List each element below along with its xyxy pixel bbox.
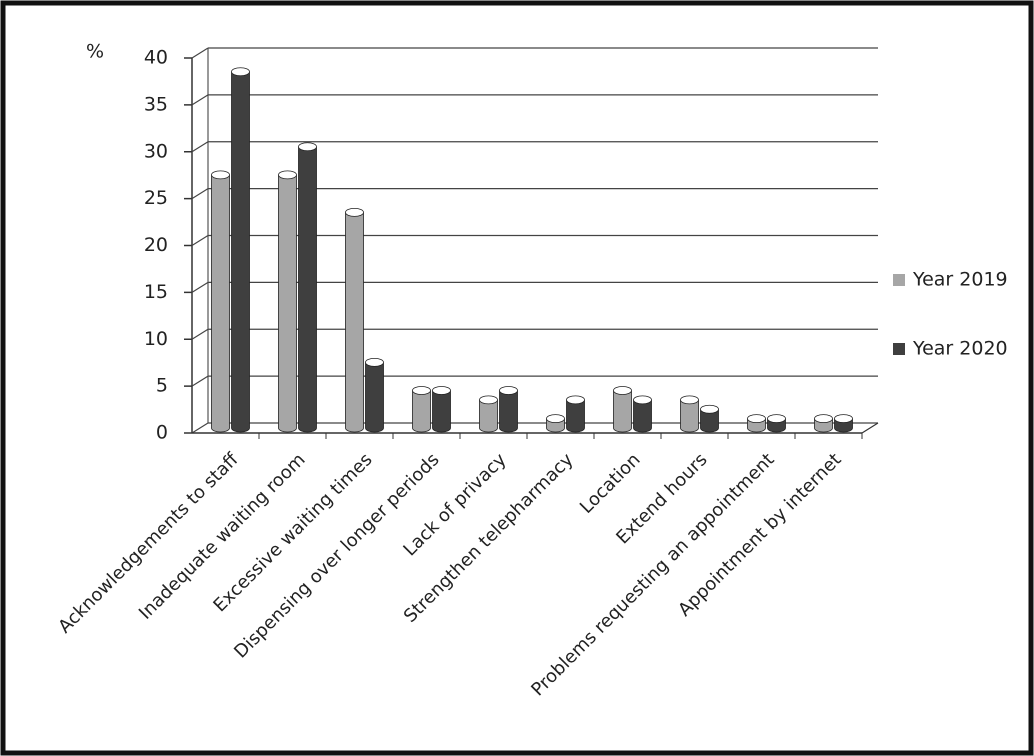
grid-line xyxy=(191,422,209,434)
x-axis-depth xyxy=(861,422,879,434)
grid-line xyxy=(191,141,209,153)
y-axis-label: % xyxy=(86,41,104,63)
y-tick-label: 35 xyxy=(144,93,168,115)
bar xyxy=(613,386,632,433)
bar xyxy=(499,386,518,433)
bar xyxy=(432,386,451,433)
bar xyxy=(814,414,833,433)
bar xyxy=(546,414,565,433)
bar xyxy=(365,357,384,433)
y-tick-label: 40 xyxy=(144,47,168,69)
bar xyxy=(747,414,766,433)
y-tick-label: 0 xyxy=(156,422,168,444)
bar xyxy=(211,170,230,433)
grid-line xyxy=(191,47,209,59)
grid-line xyxy=(191,188,209,200)
bar xyxy=(345,207,364,433)
y-tick-label: 30 xyxy=(144,140,168,162)
grid-line xyxy=(191,328,209,340)
legend-swatch xyxy=(893,343,905,355)
bar xyxy=(231,67,250,433)
bar xyxy=(834,414,853,433)
grid-line xyxy=(191,375,209,387)
y-tick-label: 15 xyxy=(144,281,168,303)
grid-line xyxy=(191,234,209,247)
legend-swatch xyxy=(893,274,905,286)
grid-line xyxy=(191,281,209,293)
y-tick-label: 5 xyxy=(156,375,168,397)
legend-label: Year 2019 xyxy=(912,269,1008,291)
bar xyxy=(479,395,498,433)
legend-label: Year 2020 xyxy=(912,338,1008,360)
bar xyxy=(566,395,585,433)
bar xyxy=(278,170,297,433)
grid-line xyxy=(191,94,209,106)
bar xyxy=(298,142,317,433)
bar xyxy=(767,414,786,433)
bar xyxy=(412,386,431,433)
bar xyxy=(700,404,719,433)
y-tick-label: 25 xyxy=(144,187,168,209)
y-tick-label: 10 xyxy=(144,328,168,350)
y-tick-label: 20 xyxy=(144,234,168,256)
bar xyxy=(680,395,699,433)
bar xyxy=(633,395,652,433)
